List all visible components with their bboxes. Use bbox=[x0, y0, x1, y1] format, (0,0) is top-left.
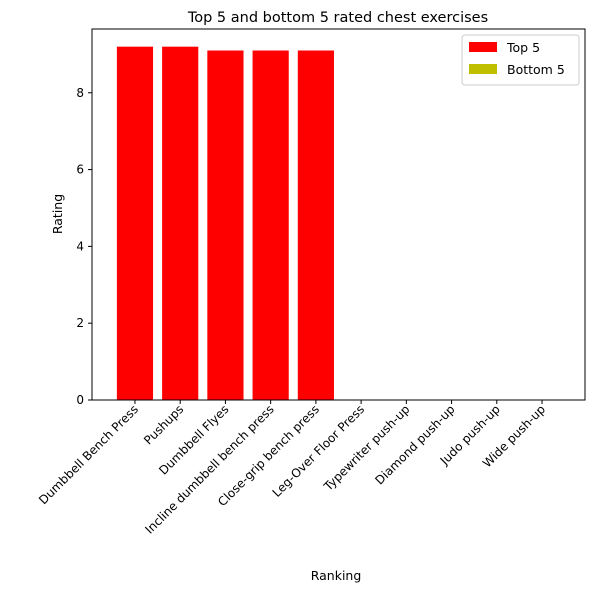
bar-top-5-dumbbell-bench-press bbox=[116, 46, 154, 401]
legend-label-bottom-5: Bottom 5 bbox=[507, 62, 565, 77]
y-axis: 0 2 4 6 8 bbox=[76, 86, 92, 407]
bar-top-5-pushups bbox=[162, 46, 199, 401]
legend: Top 5 Bottom 5 bbox=[461, 34, 580, 86]
y-tick-label: 2 bbox=[76, 316, 84, 330]
bar-top-5-close-grip-bench-press bbox=[297, 50, 334, 400]
legend-swatch-top-5 bbox=[469, 42, 497, 52]
x-axis-label: Ranking bbox=[311, 568, 362, 583]
bars-group bbox=[116, 46, 334, 401]
bar-top-5-incline-dumbbell-bench-press bbox=[252, 50, 289, 400]
y-tick-label: 4 bbox=[76, 239, 84, 253]
legend-label-top-5: Top 5 bbox=[506, 40, 540, 55]
y-tick-label: 6 bbox=[76, 163, 84, 177]
y-tick-label: 8 bbox=[76, 86, 84, 100]
bar-top-5-dumbbell-flyes bbox=[207, 50, 244, 400]
chart-title: Top 5 and bottom 5 rated chest exercises bbox=[187, 10, 488, 26]
y-axis-label: Rating bbox=[50, 194, 65, 234]
legend-swatch-bottom-5 bbox=[469, 64, 497, 74]
plot-frame bbox=[91, 28, 586, 401]
y-tick-label: 0 bbox=[76, 393, 84, 407]
